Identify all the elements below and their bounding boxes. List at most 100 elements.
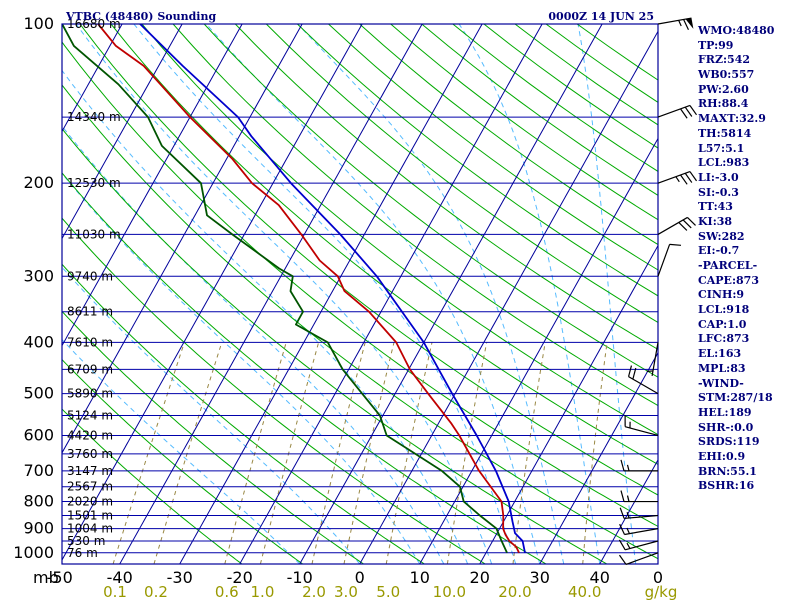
sounding-index-item: MPL:83 [698,361,746,375]
wind-barb [657,170,698,185]
sounding-indices-list: WMO:48480 TP:99 FRZ:542 WB0:557 PW:2.60 RH:88… [698,24,774,494]
sounding-index-item: LCL:918 [698,303,750,317]
mixing-ratio-tick-label: 5.0 [376,583,400,600]
dry-adiabat [297,24,658,297]
isotherm [599,458,658,564]
temperature-tick-label: 20 [470,568,490,587]
moist-adiabat [577,24,637,564]
mixing-ratio-line [224,342,287,564]
temperature-tick-label: 10 [410,568,430,587]
sounding-index-item: RH:88.4 [698,97,749,111]
moist-adiabat [62,266,361,564]
dry-adiabat [265,24,658,324]
height-label: 3147 m [67,464,113,478]
temperature-tick-label: -20 [227,568,253,587]
sounding-index-item: MAXT:32.9 [698,112,766,126]
height-label: 7610 m [67,335,113,349]
pressure-label: 700 [23,461,54,480]
dry-adiabat [62,310,364,564]
mixing-ratio-line [343,342,395,564]
dry-adiabat [62,41,658,527]
wind-barb [618,539,659,551]
sounding-index-item: TP:99 [698,38,734,52]
mixing-ratio-line [385,342,433,564]
dry-adiabat [203,24,658,378]
sounding-index-item: -WIND- [698,376,744,390]
sounding-index-item: -PARCEL- [698,259,758,272]
sounding-index-item: SHR-:0.0 [698,420,754,434]
dry-adiabat [79,24,658,496]
dry-adiabat [110,24,658,466]
sounding-index-item: WB0:557 [698,68,755,82]
mixing-ratio-line [582,342,608,564]
wind-barb [657,17,694,31]
isotherm [0,24,2,564]
wind-barb [620,459,658,472]
moist-adiabat [205,24,541,564]
pressure-label: 300 [23,266,54,285]
height-label: 9740 m [67,269,113,283]
sounding-index-item: FRZ:542 [698,53,751,67]
dry-adiabat [328,24,658,271]
dry-adiabat [62,263,425,564]
dewpoint-trace [62,24,508,554]
sounding-index-item: BRN:55.1 [698,464,757,478]
temperature-tick-label: 30 [530,568,550,587]
temperature-trace [97,24,520,554]
pressure-label: 200 [23,173,54,192]
mixing-ratio-tick-label: 0.1 [103,583,127,600]
mixing-ratio-tick-label: 40.0 [568,583,601,600]
isotherm [479,244,658,564]
isotherm [62,24,303,454]
mixing-ratio-line [259,342,320,564]
mixing-ratio-line [446,342,488,564]
mixing-ratio-line [311,342,366,564]
wind-barb [657,104,698,119]
isotherm [62,24,123,133]
height-label: 5124 m [67,409,113,423]
temperature-tick-label: -50 [47,568,73,587]
dry-adiabat [359,24,658,246]
sounding-index-item: PW:2.60 [698,82,749,96]
height-label: 76 m [67,546,98,560]
sounding-index-item: LCL:983 [698,156,750,170]
height-label: 2020 m [67,495,113,509]
dry-adiabat [62,127,608,564]
sounding-index-item: L57:5.1 [698,141,745,155]
height-label: 11030 m [67,227,121,241]
mixing-ratio-unit: g/kg [645,583,678,600]
temperature-tick-label: -10 [287,568,313,587]
pressure-label: 1000 [13,543,54,562]
pressure-label: 500 [23,384,54,403]
height-label: 3760 m [67,447,113,461]
temperature-tick-label: -40 [107,568,133,587]
dry-adiabat [62,172,547,564]
mixing-ratio-line [512,342,546,564]
sounding-index-item: LFC:873 [698,332,750,346]
sounding-index-item: TT:43 [698,200,733,214]
moist-adiabat [458,24,601,564]
wind-barb [627,365,659,395]
height-label: 530 m [67,534,105,548]
isotherm [62,24,363,561]
parcel-trace [139,24,526,553]
isotherm [539,351,658,564]
dry-adiabat [62,84,658,560]
sounding-index-item: KI:38 [698,214,733,228]
wind-barb [657,243,682,277]
pressure-label: 600 [23,425,54,444]
isotherm [179,24,483,564]
height-label: 5890 m [67,387,113,401]
sounding-index-item: HEL:189 [698,405,752,419]
height-label: 2567 m [67,480,113,494]
moist-adiabat [75,24,493,564]
isotherm [419,137,658,564]
moist-adiabat [297,24,565,564]
sounding-index-item: TH:5814 [698,126,752,140]
height-label: 16680 m [67,17,121,31]
wind-barb [620,490,658,503]
mixing-ratio-line [112,342,185,564]
valid-time: 0000Z 14 JUN 25 [548,10,654,23]
sounding-index-item: WMO:48480 [698,24,775,37]
